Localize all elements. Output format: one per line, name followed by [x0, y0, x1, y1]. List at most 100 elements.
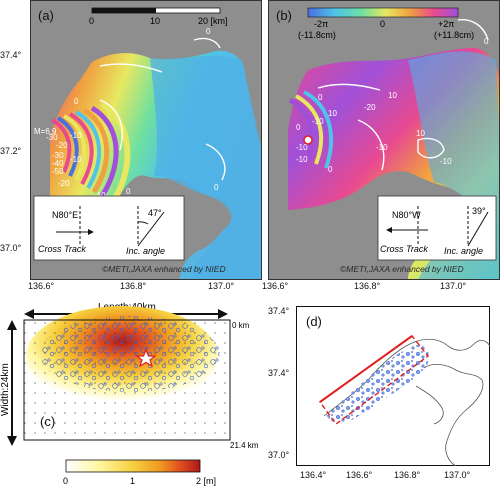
slip-tick-2: 2 [m] — [196, 476, 216, 486]
length-arrow-right-icon — [218, 309, 228, 319]
cross-track-label: Cross Track — [38, 244, 86, 254]
contour-label: 0 — [296, 123, 301, 132]
cross-track-label: Cross Track — [380, 244, 428, 254]
lon-label-d-136-6: 136.6° — [346, 470, 373, 480]
contour-label: -20 — [56, 141, 68, 150]
lon-label-d-136-8: 136.8° — [394, 470, 421, 480]
width-arrow-bottom-icon — [7, 436, 17, 446]
cross-track-arrow-icon — [386, 227, 392, 233]
contour-label: 10 — [328, 109, 337, 118]
contour-label: 0 — [74, 97, 79, 106]
scale-tick-10: 10 — [150, 16, 160, 26]
inc-angle-label: Inc. angle — [126, 246, 165, 256]
contour-label: -20 — [364, 103, 376, 112]
lat-label-a-37-2: 37.2° — [0, 146, 22, 156]
cross-track-arrow-icon — [88, 229, 94, 235]
panel-d-aftershock-map: (d) — [296, 306, 491, 467]
inc-angle-value: 39° — [472, 206, 486, 216]
heading-label: N80°E — [52, 210, 78, 220]
inc-angle-label: Inc. angle — [444, 246, 483, 256]
lon-label-a-137-0: 137.0° — [208, 281, 235, 291]
contour-labels-b: 0 10 0 -10 0 -10 -10 -20 -10 -10 10 10 0 — [296, 37, 489, 174]
slip-colorbar — [65, 459, 201, 473]
lon-label-d-137-0: 137.0° — [444, 470, 471, 480]
credit-a: ©METI,JAXA enhanced by NIED — [102, 264, 226, 274]
aftershock-cloud — [40, 316, 220, 392]
lat-label-d-1: 37.4° — [268, 306, 290, 316]
panel-c-slip-model: Length:40km Width:24km 0 km 21.4 km (c) … — [0, 302, 259, 486]
width-label: Width:24km — [0, 363, 11, 416]
credit-b: ©METI,JAXA enhanced by NIED — [340, 264, 464, 274]
scale-tick-20: 20 [km] — [198, 16, 228, 26]
contour-label: 0 — [328, 165, 333, 174]
length-arrow-left-icon — [24, 309, 34, 319]
colorbar-mid: 0 — [380, 19, 385, 29]
panel-c-letter: (c) — [40, 414, 55, 429]
lon-label-b-136-8: 136.8° — [354, 281, 381, 291]
lat-label-d-2: 37.4° — [268, 368, 290, 378]
contour-label: -10 — [376, 143, 388, 152]
panel-b-letter: (b) — [276, 8, 292, 23]
inner-bay — [375, 176, 430, 202]
contour-label: -40 — [52, 159, 64, 168]
panel-a-map: (a) 0 10 20 [km] 0 0 -10 -20 -30 -40 -50… — [30, 0, 262, 280]
contour-label: 10 — [388, 91, 397, 100]
contour-label: 0 — [206, 27, 211, 36]
hypocenter-star-icon — [135, 348, 157, 368]
lon-label-b-137-0: 137.0° — [440, 281, 467, 291]
fringe-bands — [50, 101, 131, 202]
slip-tick-0: 0 — [63, 476, 68, 486]
panel-b: (b) -2π 0 +2π (-11.8cm) (+11.8cm) 0 10 0… — [268, 0, 500, 280]
fault-top-edge — [319, 335, 413, 403]
contour-label: -30 — [52, 151, 64, 160]
inc-angle-value: 47° — [148, 208, 162, 218]
contour-label: 0 — [484, 37, 489, 46]
contour-label: -10 — [94, 191, 106, 200]
colorbar-min: -2π — [314, 19, 328, 29]
scale-tick-0: 0 — [89, 16, 94, 26]
contour-label: -10 — [70, 131, 82, 140]
panel-a-frame — [30, 0, 262, 280]
lon-label-a-136-8: 136.8° — [120, 281, 147, 291]
phase-colorbar: -2π 0 +2π (-11.8cm) (+11.8cm) — [298, 7, 474, 40]
bottom-depth-label: 21.4 km — [230, 441, 259, 450]
contour-label: -10 — [296, 143, 308, 152]
top-depth-label: 0 km — [232, 321, 250, 330]
contour-label: -10 — [296, 155, 308, 164]
contour-label: -10 — [70, 155, 82, 164]
epicenter-marker-icon — [303, 135, 313, 145]
contour-label: 0 — [318, 93, 323, 102]
zero-contour — [317, 83, 381, 91]
width-arrow-top-icon — [7, 320, 17, 330]
scale-bar: 0 10 20 [km] — [89, 7, 228, 26]
geometry-legend-b: N80°W Cross Track 39° Inc. angle — [377, 195, 497, 261]
contour-labels-a: 0 0 -10 -20 -30 -40 -50 -20 -10 -30 -10 … — [46, 27, 219, 200]
panel-b-map: (b) -2π 0 +2π (-11.8cm) (+11.8cm) 0 10 0… — [268, 0, 500, 280]
contour-label: -10 — [440, 157, 452, 166]
panel-a-letter: (a) — [38, 8, 54, 23]
zero-contour — [99, 63, 163, 73]
lat-label-d-3: 37.0° — [268, 450, 290, 460]
contour-label: -10 — [312, 117, 324, 126]
lon-label-b-136-6: 136.6° — [262, 281, 289, 291]
contour-label: 10 — [416, 129, 425, 138]
colorbar-max-cm: (+11.8cm) — [434, 30, 474, 40]
contour-label: -50 — [52, 167, 64, 176]
aftershock-cluster — [326, 344, 429, 424]
panel-d: (d) — [296, 306, 491, 467]
colorbar-min-cm: (-11.8cm) — [298, 30, 336, 40]
colorbar-max: +2π — [438, 19, 454, 29]
eastern-blue-zone — [150, 55, 262, 280]
contour-label: -30 — [46, 133, 58, 142]
lat-label-a-37-4: 37.4° — [0, 50, 22, 60]
contour-label: 0 — [126, 187, 131, 196]
heading-label: N80°W — [392, 210, 421, 220]
contour-label: -20 — [58, 179, 70, 188]
fringe-band — [288, 97, 315, 161]
lat-label-a-37-0: 37.0° — [0, 243, 22, 253]
panel-d-letter: (d) — [306, 314, 322, 329]
epicenter-label: M=6.9 — [34, 127, 57, 136]
panel-a: (a) 0 10 20 [km] 0 0 -10 -20 -30 -40 -50… — [30, 0, 262, 280]
lon-label-a-136-6: 136.6° — [28, 281, 55, 291]
lon-label-d-136-4: 136.4° — [300, 470, 327, 480]
